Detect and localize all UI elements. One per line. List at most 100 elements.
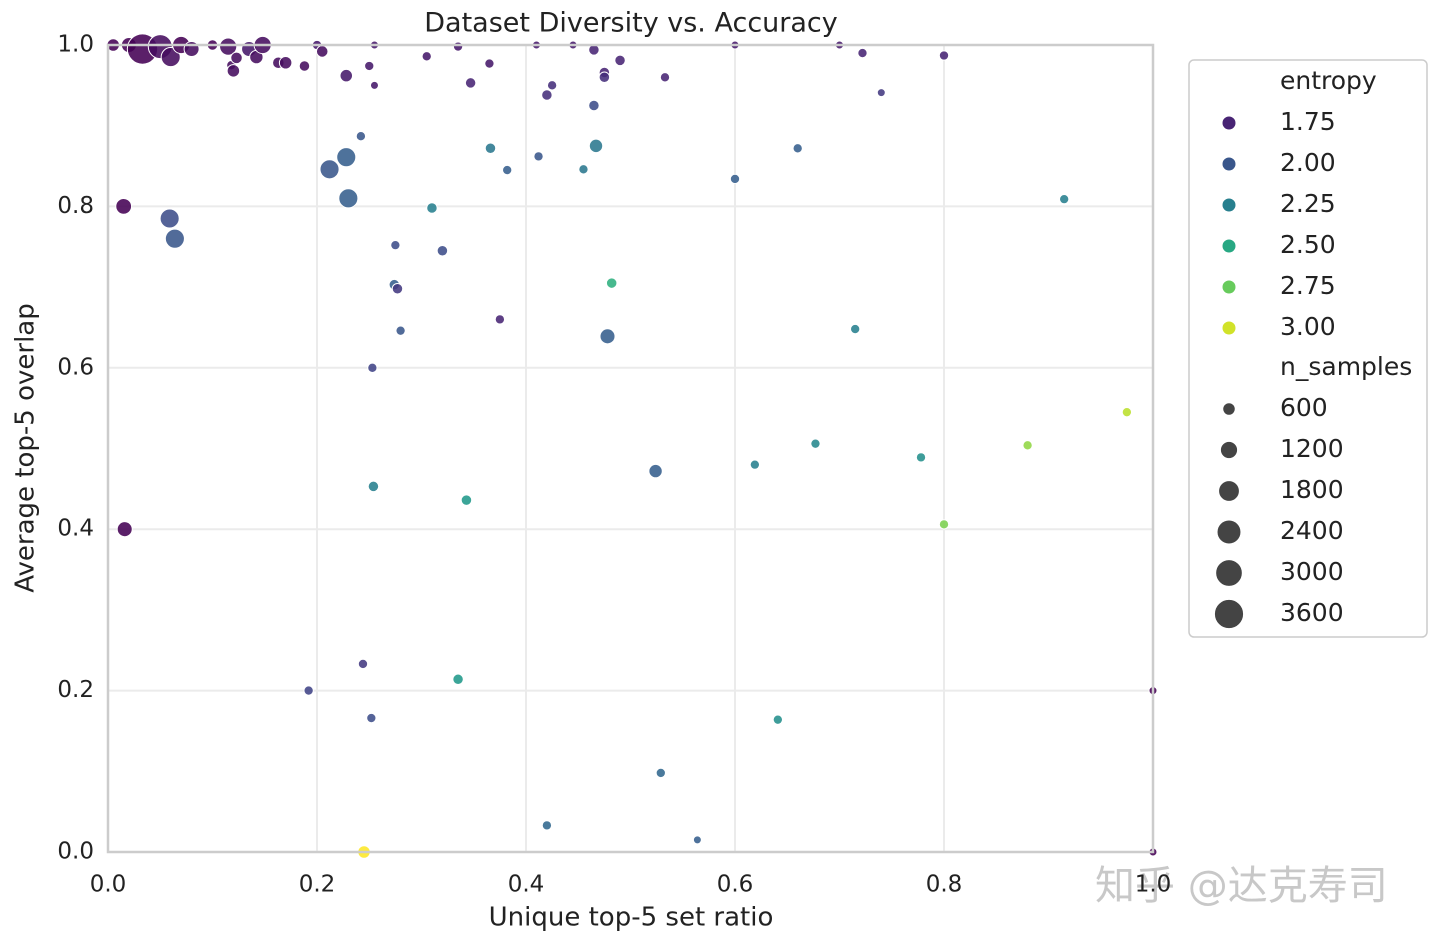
scatter-point xyxy=(278,55,293,70)
legend-label: 2.00 xyxy=(1280,148,1336,177)
scatter-point xyxy=(298,60,311,72)
scatter-point xyxy=(605,277,618,289)
watermark: 知乎 @达克寿司 xyxy=(1095,863,1388,909)
scatter-point xyxy=(541,89,553,101)
scatter-point xyxy=(502,164,513,176)
plot-frame xyxy=(106,43,1155,854)
scatter-point xyxy=(369,80,379,90)
legend-label: 1.75 xyxy=(1280,107,1336,136)
scatter-point xyxy=(315,45,329,58)
scatter-point xyxy=(546,80,558,91)
x-tick-label: 0.0 xyxy=(90,872,127,898)
legend-title: n_samples xyxy=(1280,352,1412,381)
scatter-point xyxy=(391,282,404,295)
scatter-point xyxy=(219,37,238,56)
scatter-point xyxy=(452,673,464,686)
scatter-point xyxy=(648,463,663,479)
scatter-point xyxy=(599,328,616,345)
y-axis-label: Average top-5 overlap xyxy=(11,303,41,592)
scatter-point xyxy=(357,658,369,670)
scatter-point xyxy=(226,64,241,78)
scatter-point xyxy=(857,47,868,59)
scatter-point xyxy=(655,767,666,779)
y-tick-label: 0.4 xyxy=(57,516,94,542)
scatter-point xyxy=(160,47,181,68)
scatter-point xyxy=(614,54,626,67)
scatter-point xyxy=(338,188,359,209)
legend-marker xyxy=(1216,519,1242,545)
scatter-point xyxy=(588,138,604,154)
scatter-point xyxy=(938,50,950,61)
x-tick-label: 1.0 xyxy=(1135,872,1172,898)
scatter-point xyxy=(772,714,784,725)
legend-label: 3000 xyxy=(1280,557,1344,586)
scatter-point xyxy=(230,51,243,65)
x-tick-label: 0.4 xyxy=(508,872,545,898)
scatter-point xyxy=(366,712,377,724)
scatter-point xyxy=(533,151,544,162)
scatter-point xyxy=(115,198,133,215)
legend-marker xyxy=(1215,559,1243,587)
legend-label: 3600 xyxy=(1280,598,1344,627)
legend-marker xyxy=(1213,598,1245,630)
scatter-point xyxy=(1059,193,1070,205)
legend-marker xyxy=(1219,440,1239,460)
legend-label: 2.75 xyxy=(1280,271,1336,300)
scatter-point xyxy=(484,142,497,155)
scatter-point xyxy=(364,60,375,72)
x-tick-label: 0.2 xyxy=(299,872,336,898)
scatter-point xyxy=(749,459,761,470)
scatter-point xyxy=(484,58,495,69)
legend-box xyxy=(1188,59,1428,638)
scatter-point xyxy=(464,77,477,89)
scatter-point xyxy=(159,208,180,229)
scatter-point xyxy=(319,159,340,180)
scatter-point xyxy=(850,323,861,335)
scatter-point xyxy=(339,68,354,83)
scatter-point xyxy=(792,143,803,154)
x-tick-label: 0.6 xyxy=(717,872,754,898)
legend-label: 2400 xyxy=(1280,516,1344,545)
legend-title: entropy xyxy=(1280,66,1377,95)
legend-label: 1800 xyxy=(1280,475,1344,504)
scatter-point xyxy=(729,173,741,185)
y-tick-label: 1.0 xyxy=(57,32,94,58)
scatter-point xyxy=(426,202,438,214)
scatter-point xyxy=(1121,407,1133,418)
legend-label: 3.00 xyxy=(1280,312,1336,341)
legend-label: 1200 xyxy=(1280,434,1344,463)
legend-marker xyxy=(1221,156,1237,172)
legend-marker xyxy=(1221,320,1237,336)
scatter-point xyxy=(164,228,185,249)
scatter-point xyxy=(116,521,133,538)
scatter-point xyxy=(460,494,473,506)
y-tick-label: 0.6 xyxy=(57,354,94,380)
legend-marker xyxy=(1218,480,1240,502)
scatter-point xyxy=(367,362,378,373)
legend-marker xyxy=(1222,402,1236,416)
scatter-point xyxy=(938,519,950,530)
scatter-point xyxy=(494,314,506,325)
scatter-point xyxy=(355,131,367,142)
x-axis-label: Unique top-5 set ratio xyxy=(489,903,774,933)
y-tick-label: 0.0 xyxy=(57,839,94,865)
scatter-point xyxy=(303,685,314,696)
legend-marker xyxy=(1221,115,1237,131)
scatter-point xyxy=(915,452,927,463)
scatter-point xyxy=(659,72,671,83)
scatter-point xyxy=(541,820,553,831)
y-tick-label: 0.2 xyxy=(57,677,94,703)
scatter-point xyxy=(876,88,886,98)
scatter-point xyxy=(452,41,464,52)
scatter-point xyxy=(436,245,449,257)
scatter-point xyxy=(390,239,401,251)
chart-title: Dataset Diversity vs. Accuracy xyxy=(424,8,838,39)
scatter-point xyxy=(395,325,406,336)
legend-label: 600 xyxy=(1280,393,1328,422)
legend-marker xyxy=(1221,238,1237,254)
y-tick-label: 0.8 xyxy=(57,193,94,219)
scatter-point xyxy=(810,438,821,449)
scatter-point xyxy=(336,147,357,168)
